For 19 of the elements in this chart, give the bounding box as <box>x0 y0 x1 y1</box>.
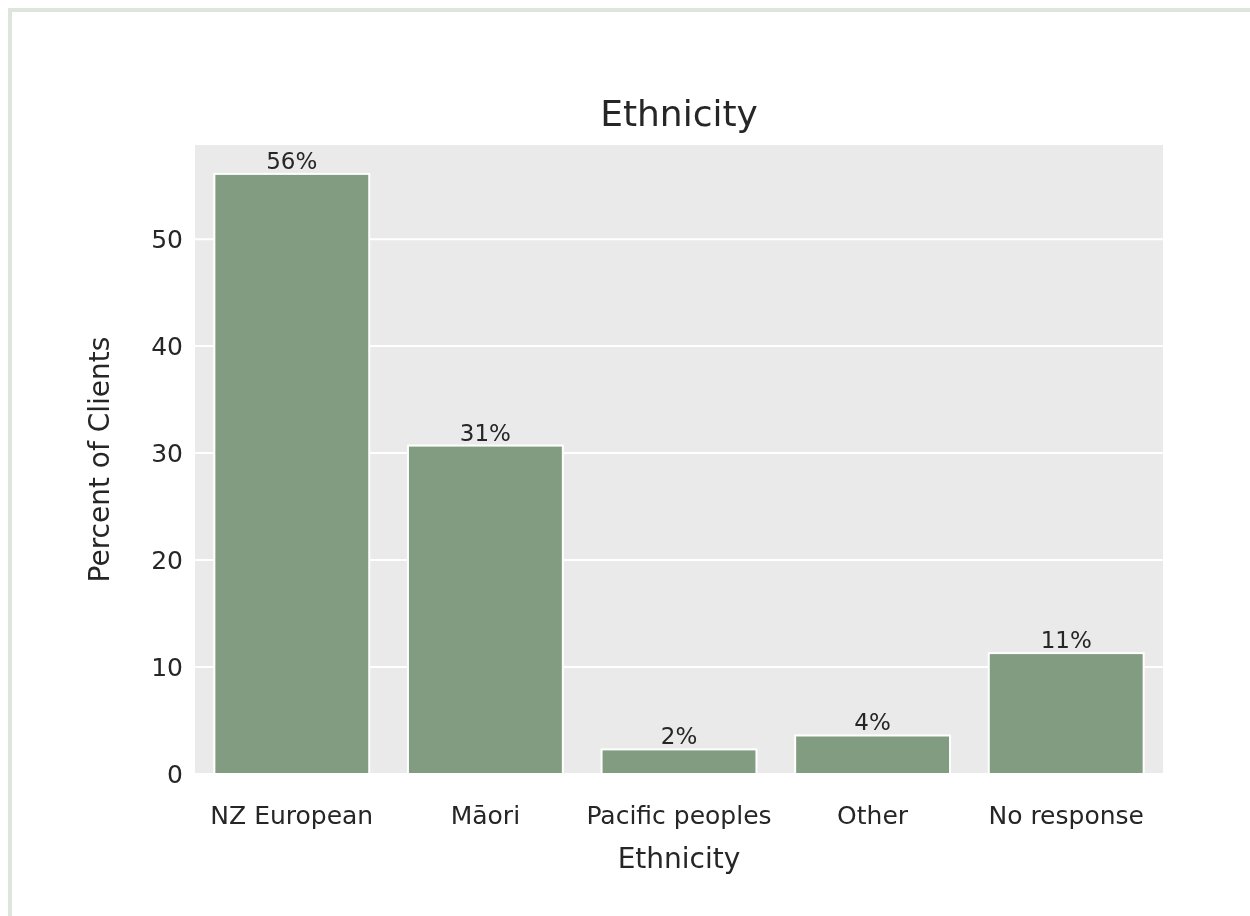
x-tick-label: Other <box>837 801 909 830</box>
y-tick-label: 50 <box>151 224 183 254</box>
data-label: 31% <box>459 419 511 446</box>
x-tick-label: No response <box>988 801 1144 830</box>
y-tick-label: 30 <box>151 438 183 468</box>
data-label: 2% <box>660 723 698 750</box>
x-axis-title: Ethnicity <box>617 842 741 875</box>
y-tick-label: 20 <box>151 545 183 575</box>
data-label: 11% <box>1040 627 1092 654</box>
data-label: 4% <box>854 709 891 736</box>
x-tick-label: Pacific peoples <box>586 801 772 830</box>
x-tick-label: Māori <box>450 801 521 830</box>
chart-title: Ethnicity <box>600 93 758 134</box>
x-tick-label: NZ European <box>210 801 374 830</box>
y-tick-label: 40 <box>151 331 183 361</box>
y-tick-label: 0 <box>167 759 183 789</box>
y-tick-label: 10 <box>151 652 183 682</box>
y-axis-title: Percent of Clients <box>83 336 116 583</box>
data-label: 56% <box>266 147 318 174</box>
